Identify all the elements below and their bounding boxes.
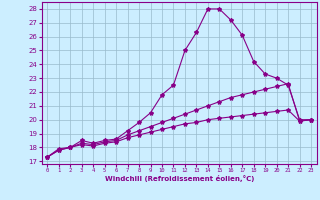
X-axis label: Windchill (Refroidissement éolien,°C): Windchill (Refroidissement éolien,°C): [105, 175, 254, 182]
